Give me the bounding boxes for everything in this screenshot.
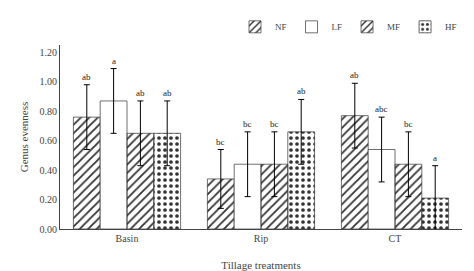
svg-text:Genus evenness: Genus evenness [18,102,30,173]
svg-text:HF: HF [445,22,457,32]
svg-text:ab: ab [82,72,91,82]
svg-text:0.80: 0.80 [40,106,58,117]
svg-text:ab: ab [297,86,306,96]
svg-text:CT: CT [389,233,402,244]
svg-text:ab: ab [136,88,145,98]
svg-text:1.00: 1.00 [40,76,58,87]
svg-text:Tillage treatments: Tillage treatments [221,259,300,271]
svg-text:MF: MF [387,22,400,32]
svg-text:bc: bc [243,119,252,129]
svg-text:a: a [433,153,437,163]
svg-text:Basin: Basin [116,233,139,244]
svg-text:NF: NF [275,22,287,32]
svg-text:ab: ab [163,88,172,98]
svg-text:bc: bc [216,137,225,147]
svg-text:ab: ab [350,70,359,80]
svg-text:bc: bc [270,119,279,129]
svg-text:a: a [112,56,116,66]
svg-text:abc: abc [375,104,388,114]
svg-text:Rip: Rip [254,233,268,244]
svg-text:0.20: 0.20 [40,194,58,205]
svg-text:LF: LF [332,22,343,32]
svg-text:1.20: 1.20 [40,47,58,58]
svg-text:bc: bc [404,119,413,129]
svg-text:0.40: 0.40 [40,165,58,176]
svg-text:0.00: 0.00 [40,224,58,235]
svg-text:0.60: 0.60 [40,135,58,146]
